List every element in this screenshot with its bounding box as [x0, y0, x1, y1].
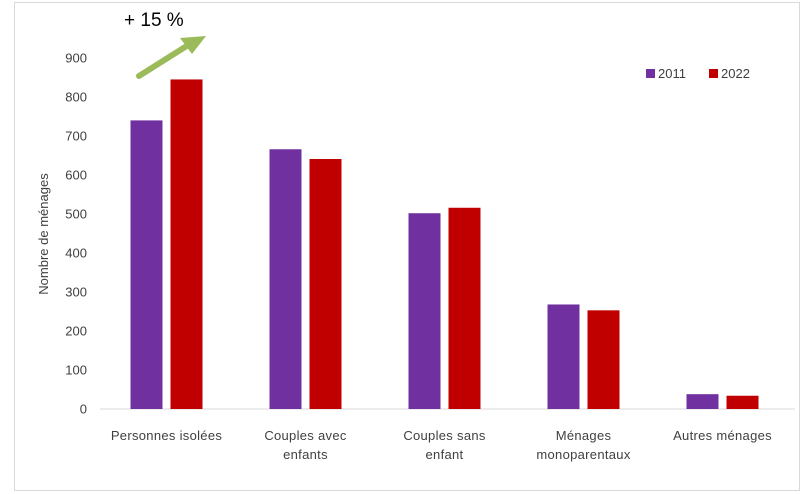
x-tick-label: Autres ménages [673, 428, 772, 443]
x-tick-label: Couples sans [403, 428, 486, 443]
y-tick-label: 700 [65, 129, 87, 144]
y-tick-label: 500 [65, 207, 87, 222]
y-tick-label: 100 [65, 363, 87, 378]
bars [130, 79, 759, 410]
y-tick-label: 300 [65, 285, 87, 300]
y-tick-label: 400 [65, 246, 87, 261]
bar-2011-3 [547, 304, 580, 409]
bar-2022-0 [170, 79, 203, 409]
legend: 2011 2022 [646, 66, 750, 81]
bar-2011-2 [408, 213, 441, 409]
x-tick-label: monoparentaux [536, 447, 630, 462]
legend-swatch [709, 69, 718, 78]
x-tick-label: Personnes isolées [111, 428, 223, 443]
bar-2011-4 [686, 394, 719, 409]
y-tick-label: 900 [65, 51, 87, 66]
bar-2022-4 [726, 395, 759, 409]
y-tick-label: 0 [80, 402, 87, 417]
x-tick-label: Couples avec [264, 428, 347, 443]
legend-label: 2022 [721, 66, 750, 81]
y-axis: 0 100 200 300 400 500 600 700 800 900 [65, 51, 87, 417]
x-axis-labels: Personnes isolées Couples avec enfants Coup… [111, 428, 772, 462]
bar-2011-1 [269, 149, 302, 409]
legend-swatch [646, 69, 655, 78]
annotation-arrow-head [180, 36, 206, 54]
growth-annotation: + 15 % [124, 10, 206, 79]
x-tick-label: enfant [426, 447, 464, 462]
bar-2011-0 [130, 120, 163, 410]
y-tick-label: 600 [65, 168, 87, 183]
bar-2022-2 [448, 207, 481, 409]
legend-label: 2011 [658, 66, 686, 81]
y-axis-label: Nombre de ménages [36, 173, 51, 295]
annotation-arrow-shaft [136, 39, 196, 79]
x-tick-label: enfants [283, 447, 328, 462]
bar-2022-1 [309, 159, 342, 409]
y-tick-label: 800 [65, 90, 87, 105]
bar-2022-3 [587, 310, 620, 409]
annotation-label: + 15 % [124, 10, 184, 31]
x-tick-label: Ménages [556, 428, 612, 443]
y-tick-label: 200 [65, 324, 87, 339]
